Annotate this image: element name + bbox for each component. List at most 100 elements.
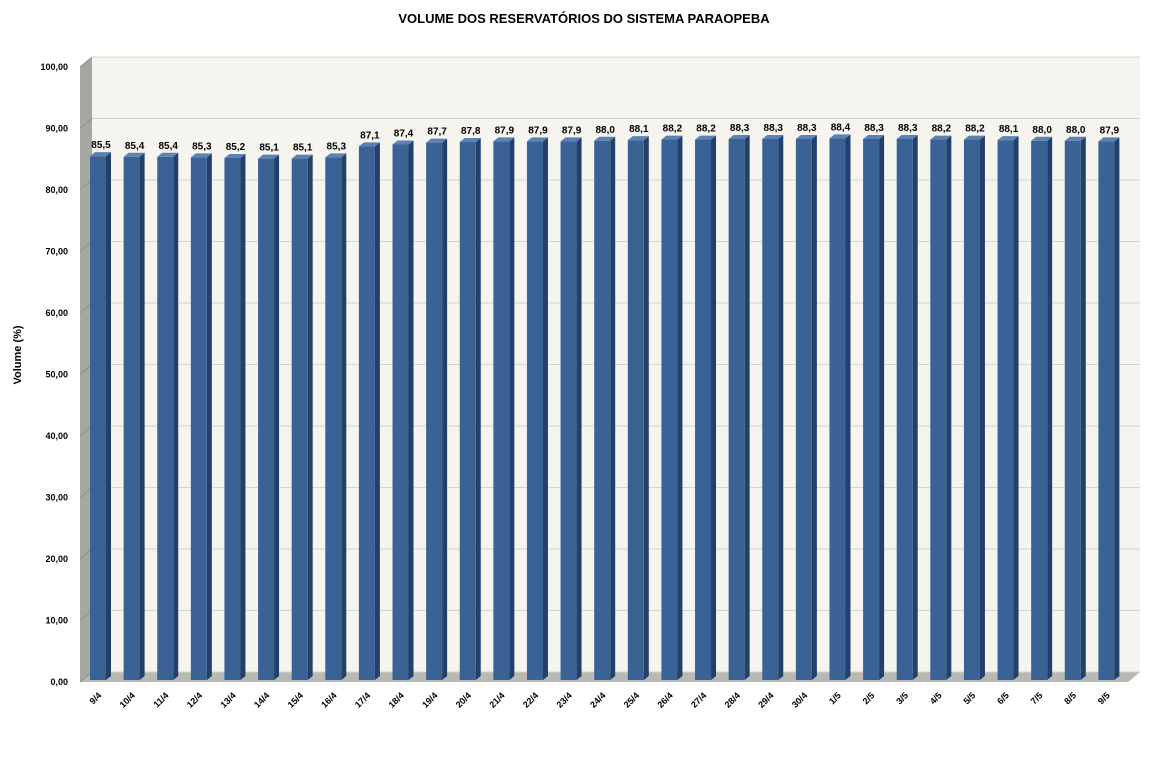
data-label: 85,4 — [125, 141, 145, 152]
data-label: 87,1 — [360, 130, 380, 141]
bar-side — [711, 135, 717, 680]
bar — [627, 140, 644, 680]
data-label: 87,4 — [394, 128, 414, 139]
bar-side — [643, 136, 649, 680]
bar-top — [426, 138, 448, 143]
data-label: 88,3 — [898, 123, 918, 134]
bar-top — [896, 134, 918, 139]
data-label: 87,9 — [528, 125, 548, 136]
data-label: 88,3 — [864, 123, 884, 134]
bar-top — [728, 134, 750, 139]
data-label: 87,9 — [1100, 125, 1120, 136]
bar-side — [442, 138, 448, 680]
x-tick-label: 13/4 — [218, 690, 237, 709]
bar-side — [879, 134, 885, 680]
bar-side — [845, 134, 851, 681]
bar-top — [123, 152, 145, 157]
data-label: 88,1 — [629, 124, 649, 135]
x-tick-label: 20/4 — [454, 690, 473, 709]
bar-side — [610, 136, 616, 681]
y-tick-label: 10,00 — [45, 616, 68, 626]
x-tick-label: 12/4 — [185, 690, 204, 709]
bar-side — [744, 134, 750, 680]
bar-side — [677, 135, 683, 680]
bar-top — [526, 137, 548, 142]
bar-side — [475, 138, 481, 680]
bar — [1064, 140, 1081, 681]
bar-top — [695, 135, 717, 140]
bar — [426, 142, 443, 680]
x-tick-label: 23/4 — [555, 690, 574, 709]
bar-top — [1098, 137, 1120, 142]
x-tick-label: 27/4 — [689, 690, 708, 709]
x-tick-label: 9/4 — [87, 690, 103, 706]
bar-side — [139, 152, 145, 681]
x-tick-label: 21/4 — [487, 690, 506, 709]
bar-side — [341, 153, 347, 680]
y-tick-label: 30,00 — [45, 493, 68, 503]
bar-top — [291, 154, 313, 159]
data-label: 88,0 — [595, 125, 615, 136]
y-tick-label: 100,00 — [40, 62, 68, 72]
y-tick-label: 80,00 — [45, 185, 68, 195]
bar — [90, 156, 106, 681]
x-tick-label: 2/5 — [861, 690, 877, 706]
bar-side — [1047, 136, 1053, 681]
y-tick-label: 90,00 — [45, 124, 68, 134]
x-tick-label: 28/4 — [723, 690, 742, 709]
x-tick-label: 10/4 — [118, 690, 137, 709]
bar-side — [576, 137, 582, 681]
data-label: 88,2 — [663, 124, 683, 135]
x-tick-label: 24/4 — [588, 690, 607, 709]
x-tick-label: 29/4 — [756, 690, 775, 709]
data-label: 85,1 — [293, 143, 313, 154]
x-tick-label: 17/4 — [353, 690, 372, 709]
x-tick-label: 7/5 — [1029, 690, 1045, 706]
bar-side — [240, 154, 246, 680]
x-tick-label: 11/4 — [152, 690, 171, 709]
x-tick-label: 18/4 — [386, 690, 405, 709]
bar — [728, 138, 745, 680]
bar-side — [1114, 137, 1120, 681]
bar — [997, 140, 1014, 680]
bar-top — [795, 134, 817, 139]
data-label: 88,3 — [730, 123, 750, 134]
bar — [258, 158, 275, 680]
bar — [930, 139, 947, 680]
bar — [695, 139, 712, 680]
bar-top — [762, 134, 784, 139]
bar-top — [627, 136, 649, 141]
data-label: 85,3 — [192, 141, 212, 152]
bar — [829, 138, 846, 681]
bar-top — [594, 136, 616, 141]
bar — [224, 158, 241, 680]
bar — [762, 138, 779, 680]
data-label: 87,9 — [562, 125, 582, 136]
bar — [526, 141, 543, 681]
x-tick-label: 26/4 — [655, 690, 674, 709]
y-tick-label: 40,00 — [45, 431, 68, 441]
bar-top — [1031, 136, 1053, 141]
bar-side — [106, 152, 111, 681]
data-label: 87,8 — [461, 126, 481, 137]
bar-top — [190, 153, 212, 158]
x-tick-label: 1/5 — [827, 690, 843, 706]
x-tick-label: 3/5 — [894, 690, 910, 706]
bar-side — [173, 152, 179, 681]
bar-side — [979, 135, 985, 680]
bar — [1031, 140, 1048, 681]
bar — [594, 140, 611, 681]
bar-top — [963, 135, 985, 140]
bar-top — [224, 154, 246, 159]
x-tick-label: 8/5 — [1062, 690, 1078, 706]
y-tick-label: 70,00 — [45, 247, 68, 257]
bar-side — [778, 134, 784, 680]
bar-top — [358, 142, 380, 147]
bar — [190, 157, 207, 680]
bar — [123, 156, 140, 681]
y-tick-label: 0,00 — [50, 677, 68, 687]
bar — [493, 141, 510, 681]
bar-side — [206, 153, 212, 680]
bar-top — [493, 137, 515, 142]
bar — [1098, 141, 1115, 681]
